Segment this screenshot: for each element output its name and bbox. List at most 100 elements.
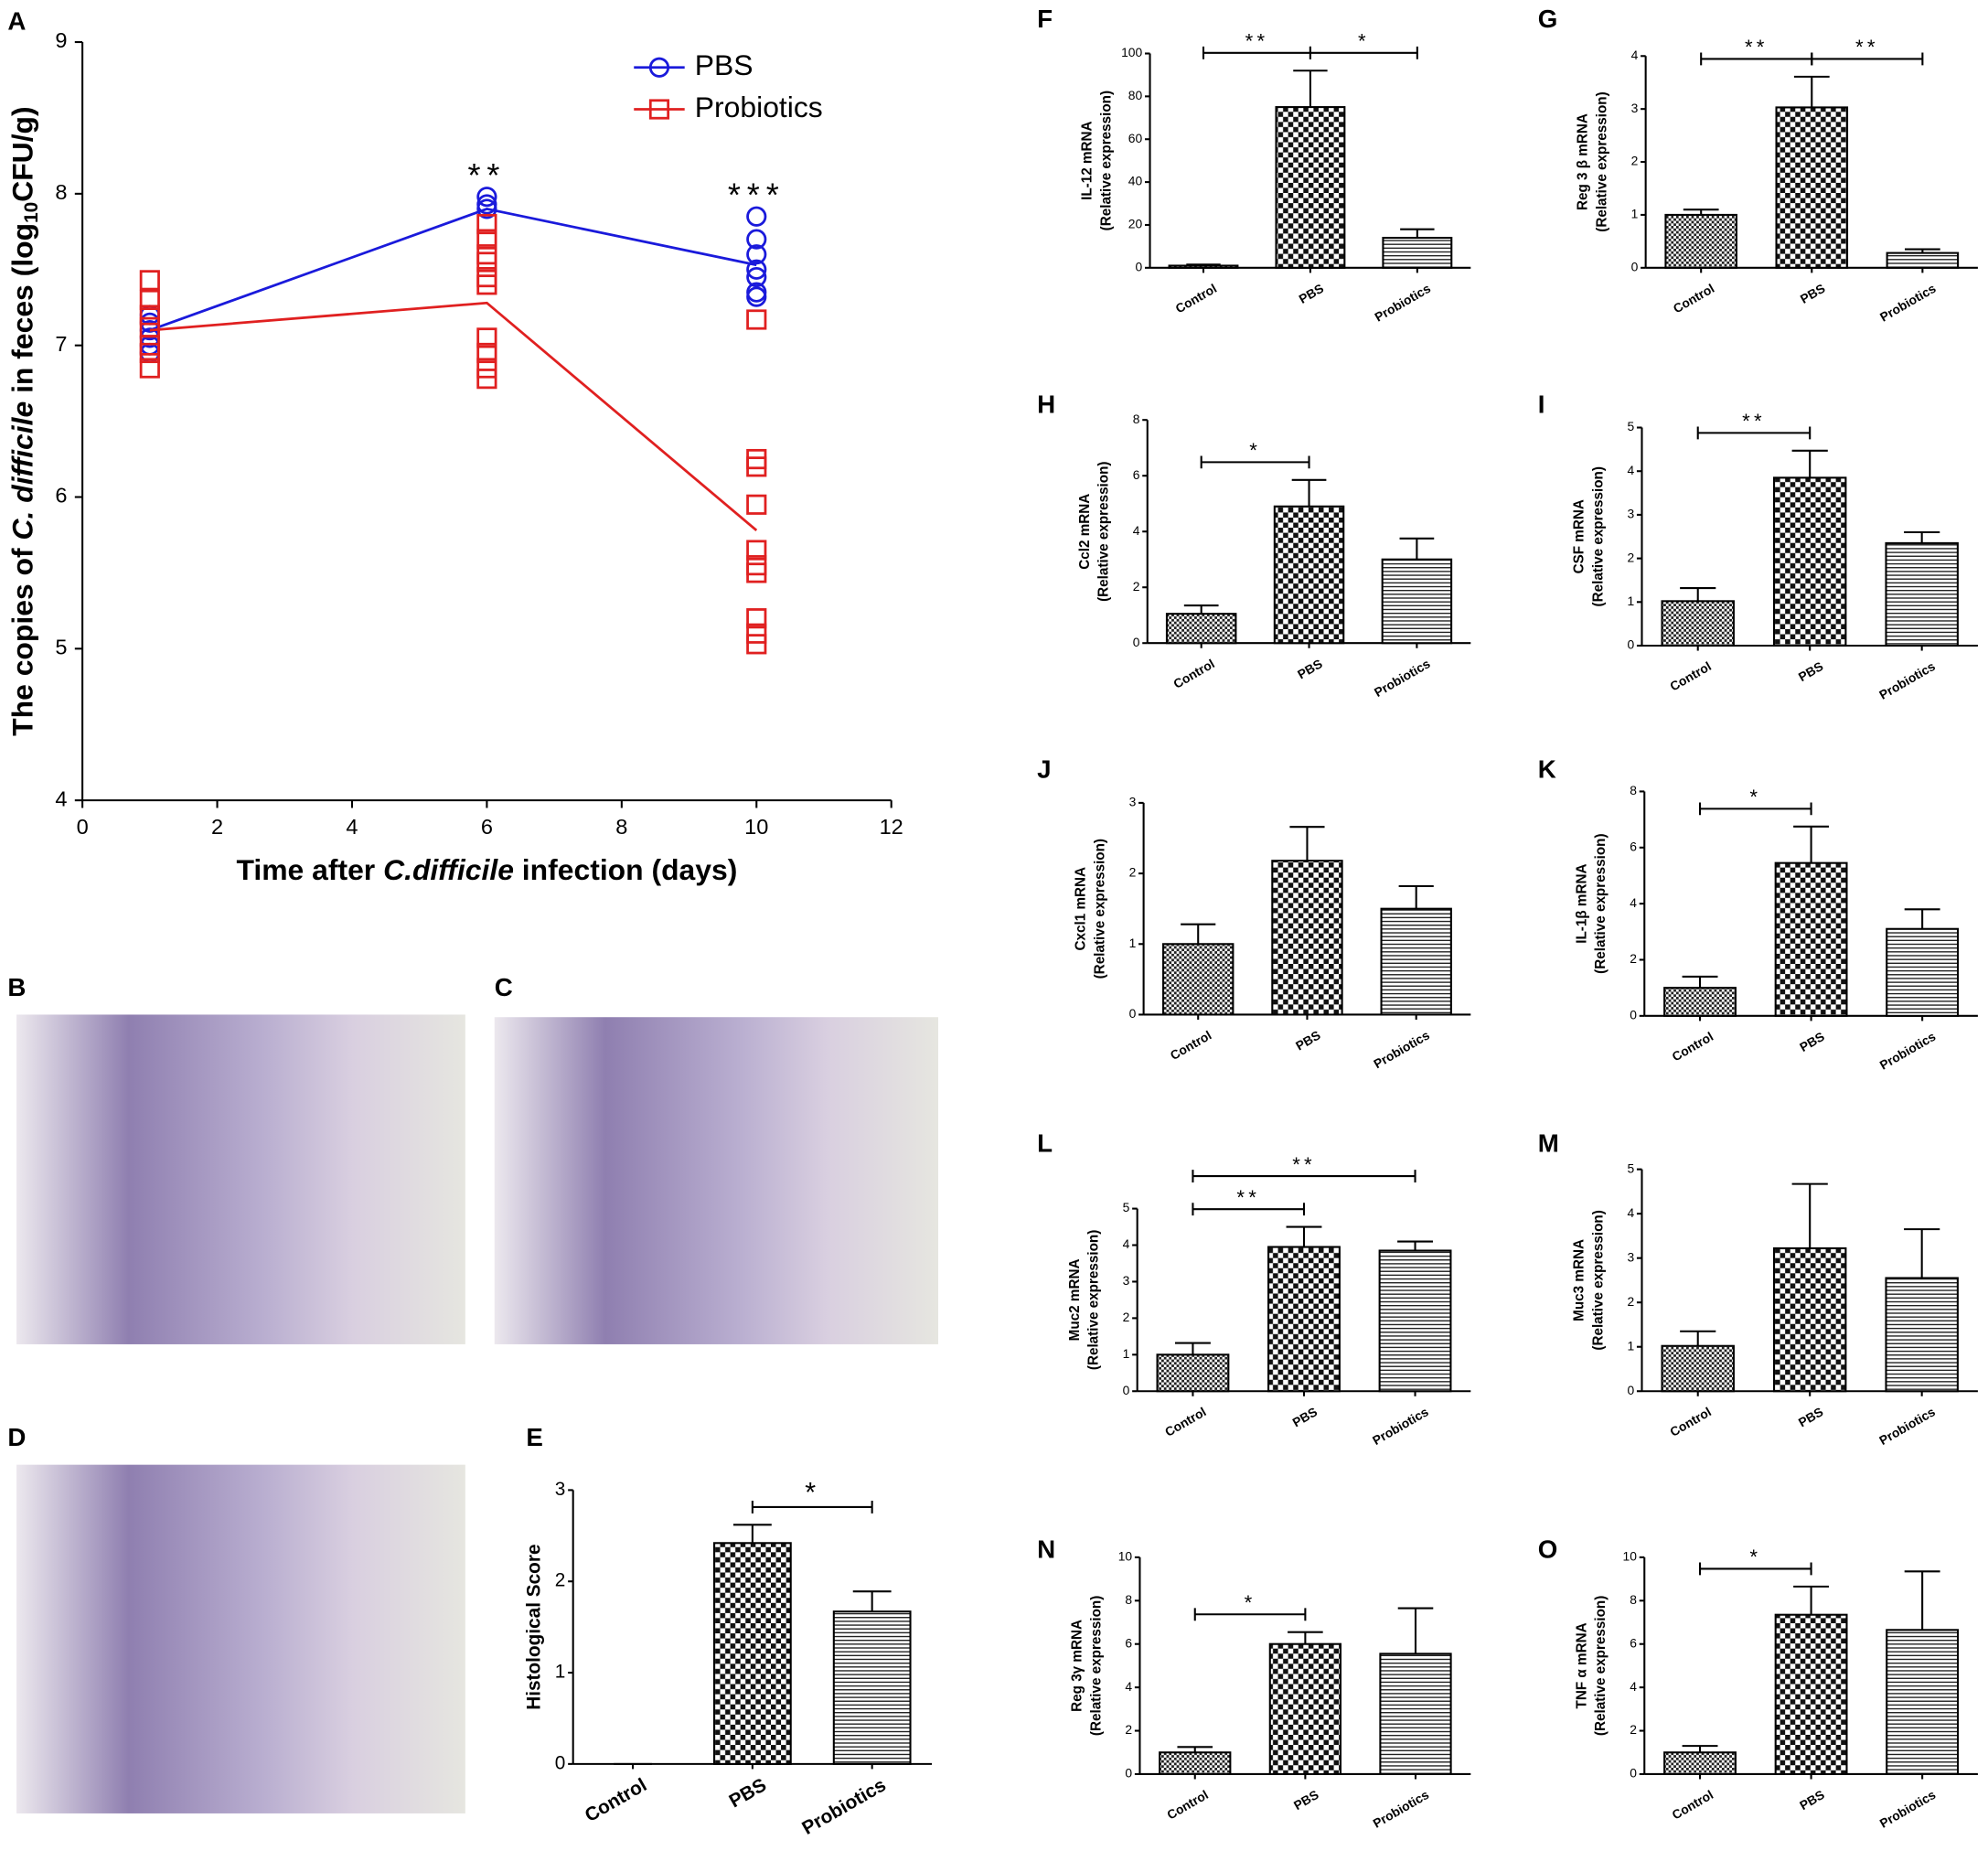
y-axis-label: IL-1β mRNA — [1574, 864, 1589, 944]
data-point — [746, 623, 767, 644]
significance-bracket — [1698, 802, 1812, 816]
y-axis-label: TNF α mRNA — [1574, 1622, 1589, 1708]
histology-image — [16, 1464, 465, 1813]
y-axis-label: (Relative expression) — [1088, 1596, 1104, 1736]
significance: * — [805, 1477, 819, 1508]
y-tick-label: 6 — [1630, 839, 1637, 853]
y-tick-label: 0 — [555, 1752, 566, 1773]
panel-label: H — [1037, 390, 1055, 418]
x-tick-label: PBS — [1796, 658, 1826, 684]
significance: ** — [467, 156, 506, 194]
y-tick-label: 1 — [1129, 936, 1137, 950]
x-tick-label: PBS — [1797, 1787, 1827, 1813]
y-tick-label: 6 — [1125, 1635, 1132, 1650]
x-tick-label: PBS — [1290, 1404, 1320, 1429]
data-point — [746, 456, 767, 477]
x-tick-label: PBS — [1797, 1029, 1827, 1054]
bar — [1775, 106, 1849, 269]
x-tick-label: 8 — [615, 815, 627, 839]
data-point — [476, 369, 497, 390]
y-tick-label: 8 — [1630, 783, 1637, 797]
bar — [1772, 1246, 1847, 1393]
y-tick-label: 0 — [1135, 259, 1142, 273]
y-tick-label: 8 — [55, 180, 67, 204]
y-tick-label: 4 — [55, 786, 67, 810]
y-tick-label: 4 — [1627, 1205, 1634, 1220]
y-tick-label: 0 — [1129, 1006, 1137, 1021]
data-point — [746, 608, 767, 629]
y-tick-label: 6 — [55, 484, 67, 508]
bar — [1165, 613, 1237, 645]
x-tick-label: Control — [1667, 1404, 1714, 1439]
data-point — [746, 286, 767, 307]
bar — [1381, 558, 1453, 645]
y-axis-label: Reg 3 β mRNA — [1576, 113, 1591, 210]
y-axis-label: (Relative expression) — [1092, 839, 1107, 979]
label-part: 10 — [22, 202, 43, 223]
data-point — [476, 198, 497, 219]
y-tick-label: 2 — [1627, 1294, 1634, 1309]
x-tick-label: PBS — [1291, 1787, 1321, 1813]
data-point — [476, 251, 497, 273]
y-tick-label: 8 — [1133, 412, 1140, 426]
panel-label: E — [526, 1423, 543, 1451]
y-tick-label: 1 — [1627, 594, 1634, 608]
y-tick-label: 8 — [1125, 1592, 1132, 1607]
y-axis-label: (Relative expression) — [1086, 1230, 1102, 1370]
bar — [1661, 600, 1735, 647]
panel-label: I — [1538, 390, 1545, 418]
significance: * — [1749, 1546, 1761, 1568]
x-tick-label: Probiotics — [798, 1774, 890, 1839]
x-tick-label: PBS — [1295, 656, 1325, 681]
y-axis-label: IL-12 mRNA — [1080, 121, 1096, 199]
y-tick-label: 5 — [1123, 1200, 1130, 1214]
y-axis-label: (Relative expression) — [1590, 466, 1606, 606]
bar — [1661, 1344, 1735, 1393]
x-tick-label: Control — [1670, 1787, 1716, 1822]
y-tick-label: 0 — [1630, 1008, 1637, 1022]
y-tick-label: 2 — [1630, 951, 1637, 966]
significance: ** — [1742, 410, 1766, 433]
data-point — [139, 358, 160, 379]
bar — [1159, 1751, 1232, 1776]
y-tick-label: 2 — [1125, 1722, 1132, 1737]
y-tick-label: 6 — [1133, 467, 1140, 482]
bar — [712, 1542, 792, 1765]
data-point — [746, 244, 767, 265]
x-axis-label: Time after C.difficile infection (days) — [236, 854, 737, 887]
y-tick-label: 0 — [1133, 635, 1140, 649]
y-tick-label: 1 — [555, 1662, 566, 1683]
y-tick-label: 9 — [55, 28, 67, 52]
significance: * — [1249, 439, 1261, 462]
significance: * — [1245, 1591, 1256, 1614]
bar — [1378, 1249, 1452, 1393]
y-tick-label: 10 — [1118, 1549, 1133, 1564]
data-point — [746, 540, 767, 561]
bar — [1273, 505, 1345, 645]
y-tick-label: 3 — [1123, 1273, 1130, 1288]
y-tick-label: 7 — [55, 332, 67, 356]
x-tick-label: Control — [1173, 281, 1220, 316]
y-tick-label: 0 — [1631, 259, 1639, 273]
data-point — [476, 342, 497, 364]
x-tick-label: 12 — [880, 815, 903, 839]
y-tick-label: 2 — [1631, 154, 1639, 168]
data-point — [746, 266, 767, 288]
x-tick-label: 10 — [744, 815, 768, 839]
y-tick-label: 0 — [1627, 637, 1634, 652]
y-tick-label: 40 — [1128, 174, 1143, 188]
bar — [1885, 541, 1959, 647]
data-point — [139, 305, 160, 326]
y-tick-label: 2 — [1123, 1310, 1130, 1324]
x-tick-label: Control — [1164, 1787, 1211, 1822]
y-axis-label: (Relative expression) — [1595, 91, 1610, 231]
x-tick-label: Probiotics — [1877, 1787, 1939, 1831]
data-point — [139, 342, 160, 364]
panel-label: K — [1538, 755, 1556, 784]
bar — [1664, 213, 1737, 269]
label-part: infection (days) — [514, 854, 737, 887]
legend-label: PBS — [695, 48, 754, 81]
x-tick-label: Probiotics — [1371, 1027, 1432, 1071]
significance: * — [1749, 786, 1761, 808]
